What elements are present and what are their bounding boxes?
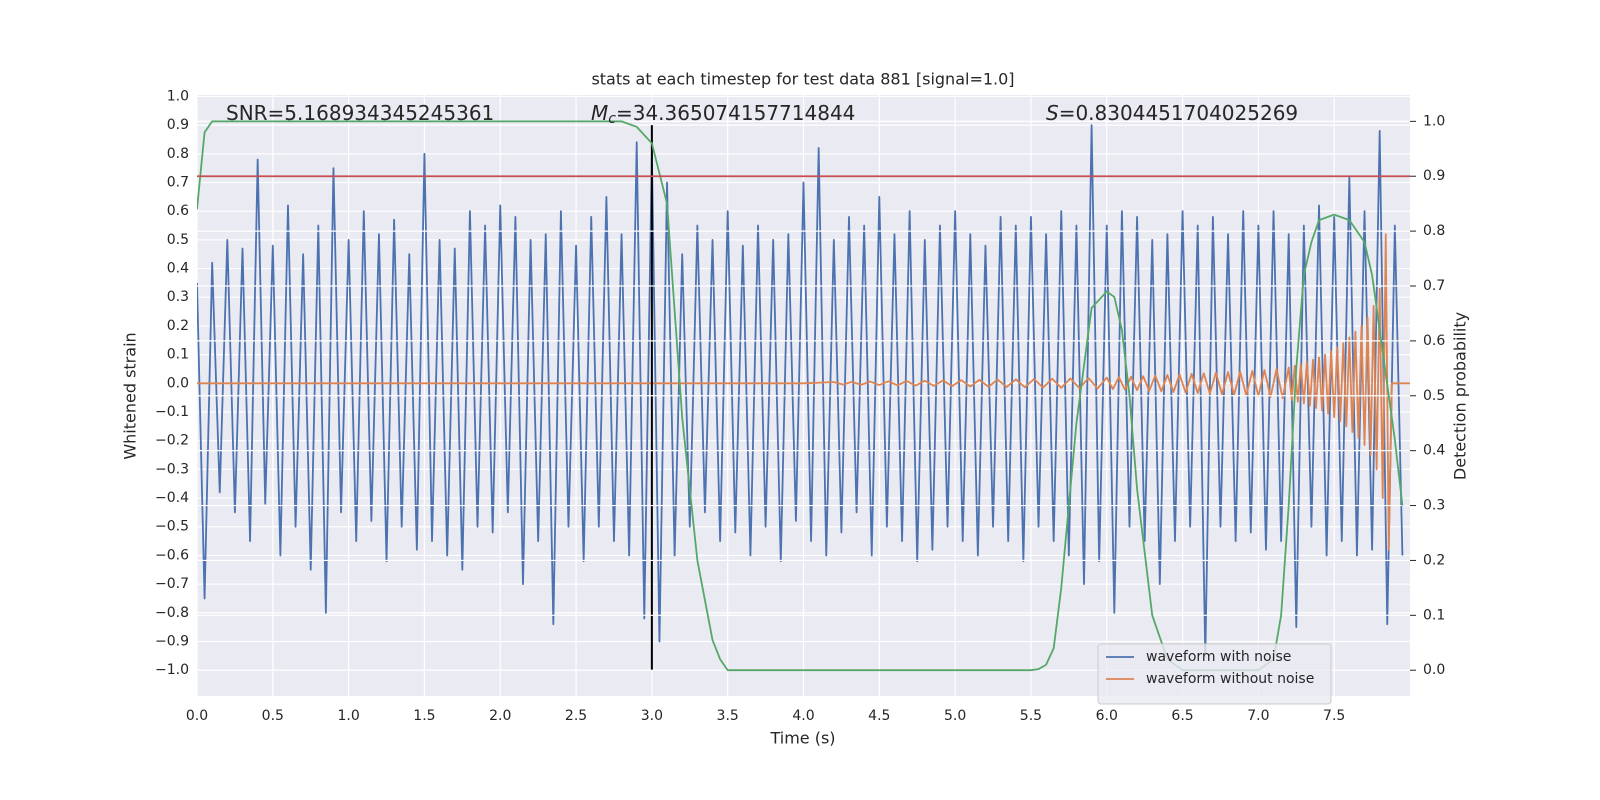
x-tick-label: 5.0 [944, 708, 966, 724]
y-tick-label: 0.5 [167, 232, 189, 248]
y-tick-label: −0.6 [155, 547, 189, 563]
chart-title: stats at each timestep for test data 881… [591, 70, 1014, 89]
y-tick-label: 0.4 [167, 261, 189, 277]
y-tick-label: −0.9 [155, 633, 189, 649]
annotation-text: SNR=5.168934345245361 [226, 101, 494, 125]
y2-axis-label: Detection probability [1451, 312, 1470, 480]
x-tick-label: 1.5 [413, 708, 435, 724]
y2-tick-label: 0.3 [1423, 498, 1445, 514]
plot-layer [197, 233, 1410, 551]
x-tick-label: 0.5 [262, 708, 284, 724]
y-tick-label: −0.5 [155, 519, 189, 535]
annotation-subscript: c [608, 111, 616, 127]
y-tick-label: 0.3 [167, 289, 189, 305]
y2-tick-label: 0.4 [1423, 443, 1445, 459]
x-tick-label: 7.5 [1323, 708, 1345, 724]
y-tick-label: −0.2 [155, 433, 189, 449]
y2-tick-label: 0.9 [1423, 168, 1445, 184]
x-tick-label: 6.0 [1096, 708, 1118, 724]
annotation: Mc=34.365074157714844 [591, 101, 855, 128]
plot-layer [197, 120, 1404, 672]
y-tick-label: 1.0 [167, 88, 189, 104]
y-tick-label: −0.4 [155, 490, 189, 506]
y-tick-label: 0.0 [167, 375, 189, 391]
annotation: SNR=5.168934345245361 [226, 101, 494, 125]
series-line [197, 233, 1410, 551]
series-line [197, 120, 1404, 672]
x-tick-label: 2.5 [565, 708, 587, 724]
y-tick-label: 0.7 [167, 174, 189, 190]
y2-tick-label: 0.1 [1423, 607, 1445, 623]
legend-label: waveform with noise [1146, 649, 1291, 665]
x-tick-label: 7.0 [1247, 708, 1269, 724]
y2-tick-label: 0.2 [1423, 552, 1445, 568]
y2-tick-label: 0.6 [1423, 333, 1445, 349]
x-tick-label: 3.5 [717, 708, 739, 724]
y-tick-label: −0.3 [155, 461, 189, 477]
y-tick-label: 0.6 [167, 203, 189, 219]
legend-box [1097, 643, 1332, 705]
y-tick-label: −0.8 [155, 605, 189, 621]
y2-tick-label: 0.0 [1423, 662, 1445, 678]
x-tick-label: 4.5 [868, 708, 890, 724]
x-tick-label: 3.0 [641, 708, 663, 724]
y2-tick-label: 0.5 [1423, 388, 1445, 404]
y2-tick-label: 0.7 [1423, 278, 1445, 294]
y2-tick-label: 0.8 [1423, 223, 1445, 239]
x-tick-label: 1.0 [337, 708, 359, 724]
y-tick-label: 0.2 [167, 318, 189, 334]
annotation-text: =34.365074157714844 [616, 101, 855, 125]
annotation-symbol: M [591, 101, 608, 125]
annotation-symbol: S [1046, 101, 1059, 125]
annotation-text: =0.8304451704025269 [1059, 101, 1298, 125]
x-tick-label: 0.0 [186, 708, 208, 724]
x-axis-label: Time (s) [769, 729, 835, 748]
x-tick-label: 5.5 [1020, 708, 1042, 724]
y-tick-label: −1.0 [155, 662, 189, 678]
y-axis-label: Whitened strain [121, 332, 140, 459]
y-tick-label: 0.1 [167, 347, 189, 363]
series-line [197, 124, 1404, 657]
y-tick-label: 0.8 [167, 146, 189, 162]
y-tick-label: −0.1 [155, 404, 189, 420]
annotation: S=0.8304451704025269 [1046, 101, 1298, 125]
legend: waveform with noise waveform without nois… [1097, 643, 1332, 705]
y2-tick-label: 1.0 [1423, 113, 1445, 129]
y-tick-label: −0.7 [155, 576, 189, 592]
legend-label: waveform without noise [1146, 671, 1314, 687]
x-tick-label: 4.0 [792, 708, 814, 724]
plot-layer [197, 124, 1404, 657]
x-tick-label: 6.5 [1171, 708, 1193, 724]
x-tick-label: 2.0 [489, 708, 511, 724]
y-tick-label: 0.9 [167, 117, 189, 133]
